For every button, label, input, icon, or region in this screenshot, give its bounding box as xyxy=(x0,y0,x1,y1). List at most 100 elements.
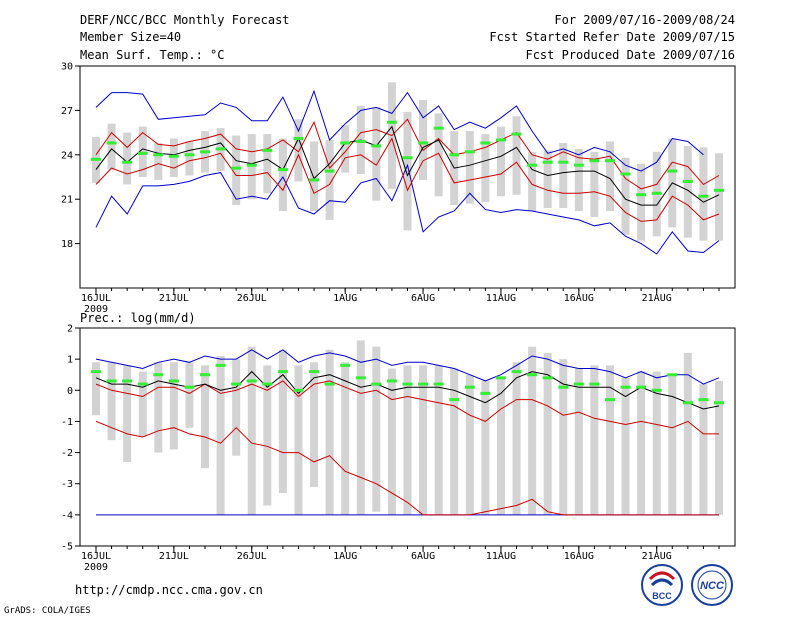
forecast-marker xyxy=(402,382,413,386)
x-tick-label: 26JUL xyxy=(237,551,267,562)
ncc-logo-text: NCC xyxy=(700,580,725,592)
series-line-lower xyxy=(95,137,720,222)
ensemble-range-bar xyxy=(715,153,723,241)
ensemble-range-bar xyxy=(434,365,443,515)
y-tick-label: -3 xyxy=(61,479,73,490)
grads-credit: GrADS: COLA/IGES xyxy=(4,606,91,616)
bcc-logo-icon: BCC xyxy=(641,564,683,606)
ensemble-range-bar xyxy=(528,151,537,212)
member-size-label: Member Size=40 xyxy=(80,30,181,44)
ensemble-range-bar xyxy=(683,352,692,515)
ensemble-range-bar xyxy=(372,107,381,201)
series-line-upper xyxy=(95,118,720,190)
y-tick-label: 2 xyxy=(67,324,73,335)
x-tick-label: 1AUG xyxy=(333,293,357,304)
forecast-marker xyxy=(293,388,304,392)
forecast-marker xyxy=(667,169,678,173)
x-tick-label: 11AUG xyxy=(486,551,516,562)
forecast-marker xyxy=(324,169,335,173)
ensemble-range-bar xyxy=(715,380,723,515)
y-tick-label: 21 xyxy=(61,195,73,206)
forecast-marker xyxy=(698,194,709,198)
forecast-marker xyxy=(651,191,662,195)
forecast-marker xyxy=(449,153,460,157)
x-tick-label: 16AUG xyxy=(564,551,594,562)
forecast-marker xyxy=(527,373,538,377)
ensemble-range-bar xyxy=(138,371,147,437)
forecast-marker xyxy=(542,376,553,380)
forecast-marker xyxy=(573,382,584,386)
series-line-max xyxy=(95,349,720,385)
forecast-marker xyxy=(246,379,257,383)
forecast-marker xyxy=(200,150,211,154)
ensemble-range-bar xyxy=(372,346,381,512)
ensemble-range-bar xyxy=(419,100,428,180)
forecast-marker xyxy=(371,382,382,386)
ensemble-range-bar xyxy=(621,157,630,235)
series-line-min xyxy=(95,163,720,255)
forecast-marker xyxy=(433,382,444,386)
forecast-marker xyxy=(231,166,242,170)
forecast-marker xyxy=(511,132,522,136)
y-tick-label: -2 xyxy=(61,448,73,459)
forecast-marker xyxy=(449,398,460,402)
x-tick-label: 11AUG xyxy=(486,293,516,304)
forecast-marker xyxy=(386,120,397,124)
ensemble-range-bar xyxy=(341,125,350,173)
y-tick-label: 18 xyxy=(61,239,73,250)
ensemble-range-bar xyxy=(528,346,537,515)
ensemble-range-bar xyxy=(107,362,116,441)
forecast-produced-date: Fcst Produced Date 2009/07/16 xyxy=(525,48,735,62)
forecast-marker xyxy=(542,160,553,164)
ensemble-range-bar xyxy=(341,362,350,515)
x-tick-label: 6AUG xyxy=(411,551,435,562)
ensemble-range-bar xyxy=(403,365,412,515)
forecast-marker xyxy=(91,157,101,161)
forecast-marker xyxy=(589,382,600,386)
ensemble-range-bar xyxy=(699,384,708,515)
forecast-marker xyxy=(324,382,335,386)
series-line-max xyxy=(95,89,704,172)
ensemble-range-bar xyxy=(605,141,614,212)
y-tick-label: -5 xyxy=(61,542,73,553)
forecast-marker xyxy=(231,382,242,386)
ensemble-range-bar xyxy=(92,362,100,416)
ensemble-range-bar xyxy=(387,368,396,515)
ensemble-range-bar xyxy=(263,134,272,194)
ensemble-range-bar xyxy=(481,134,490,203)
ensemble-range-bar xyxy=(605,365,614,515)
x-tick-label: 6AUG xyxy=(411,293,435,304)
ensemble-range-bar xyxy=(185,362,194,428)
year-label: 2009 xyxy=(84,304,108,315)
forecast-marker xyxy=(340,363,351,367)
forecast-marker xyxy=(495,376,506,380)
ensemble-range-bar xyxy=(574,148,583,212)
forecast-marker xyxy=(293,137,304,141)
forecast-marker xyxy=(714,401,724,405)
ensemble-range-bar xyxy=(154,142,163,180)
y-tick-label: 24 xyxy=(61,150,73,161)
ensemble-range-bar xyxy=(232,135,241,206)
y-tick-label: -4 xyxy=(61,510,73,521)
forecast-marker xyxy=(215,363,226,367)
ensemble-range-bar xyxy=(590,365,599,515)
precipitation-panel: -5 -4 -3 -2 -1 0 1 2 16JUL 21JUL 26JUL 1AUG 6AUG 11AU… xyxy=(61,324,736,573)
forecast-marker xyxy=(480,141,491,145)
forecast-started-date: Fcst Started Refer Date 2009/07/15 xyxy=(489,30,735,44)
forecast-marker xyxy=(137,382,148,386)
ensemble-range-bar xyxy=(621,377,630,515)
ensemble-range-bar xyxy=(637,371,646,515)
forecast-marker xyxy=(418,141,429,145)
forecast-marker xyxy=(464,385,475,389)
ensemble-range-bar xyxy=(263,365,272,506)
forecast-marker xyxy=(200,373,211,377)
ensemble-range-bar xyxy=(294,119,303,182)
ensemble-range-bar xyxy=(637,163,646,241)
forecast-marker xyxy=(682,401,693,405)
forecast-marker xyxy=(651,388,662,392)
forecast-marker xyxy=(91,370,101,374)
ensemble-range-bar xyxy=(450,368,459,515)
x-tick-label: 16AUG xyxy=(564,293,594,304)
forecast-marker xyxy=(122,160,133,164)
